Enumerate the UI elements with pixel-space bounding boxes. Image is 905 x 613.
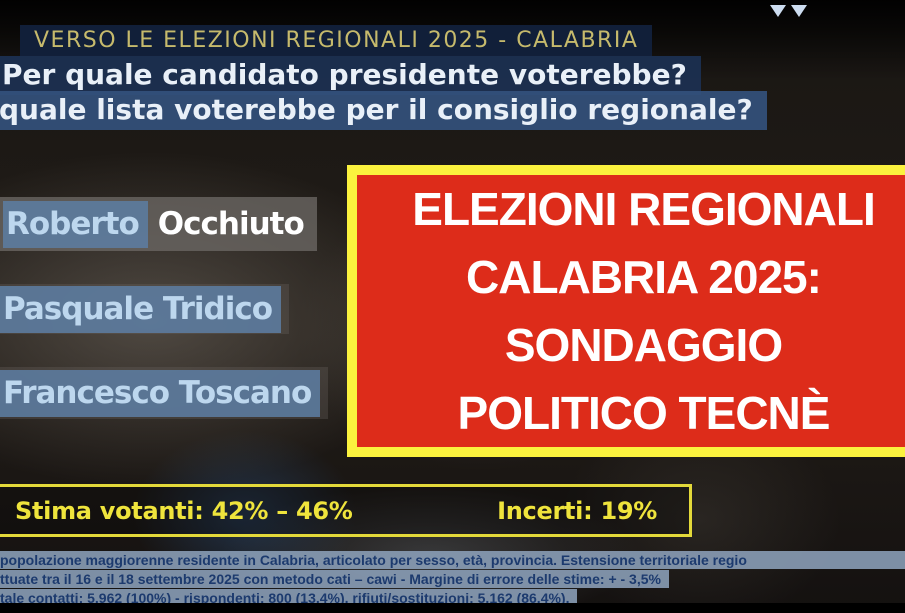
methodology-line-3: tale contatti: 5.962 (100%) - rispondent…: [0, 589, 578, 607]
methodology-note: popolazione maggiorenne residente in Cal…: [0, 551, 905, 608]
question-line-2: quale lista voterebbe per il consiglio r…: [0, 91, 767, 130]
headline-card: ELEZIONI REGIONALI CALABRIA 2025: SONDAG…: [347, 165, 905, 457]
candidate-last-name: Occhiuto: [157, 206, 305, 242]
headline-line: CALABRIA 2025:: [466, 251, 822, 303]
candidate-row-tridico: Pasquale Tridico: [0, 284, 290, 334]
bottom-black-bar: [0, 603, 905, 613]
undecided-share: Incerti: 19%: [497, 496, 657, 525]
down-triangle-icon: [791, 5, 807, 17]
headline-line: POLITICO TECNÈ: [457, 387, 831, 439]
down-triangle-icon: [770, 5, 786, 17]
top-banner: VERSO LE ELEZIONI REGIONALI 2025 - CALAB…: [20, 25, 653, 56]
candidate-row-occhiuto: Roberto Occhiuto: [0, 197, 317, 251]
headline-line: ELEZIONI REGIONALI: [412, 183, 875, 235]
double-down-chevron-icon: [770, 5, 807, 17]
turnout-estimate: Stima votanti: 42% – 46%: [15, 496, 353, 525]
question-line-1: Per quale candidato presidente voterebbe…: [0, 56, 701, 95]
headline-line: SONDAGGIO: [504, 319, 783, 371]
candidate-name: Francesco Toscano: [0, 369, 321, 417]
candidate-name: Pasquale Tridico: [0, 285, 282, 333]
candidate-first-name: Roberto: [3, 200, 148, 248]
estimates-panel: Stima votanti: 42% – 46% Incerti: 19%: [0, 484, 692, 537]
candidate-row-toscano: Francesco Toscano: [0, 367, 329, 419]
methodology-line-2: ttuate tra il 16 e il 18 settembre 2025 …: [0, 570, 669, 588]
methodology-line-1: popolazione maggiorenne residente in Cal…: [0, 551, 905, 569]
